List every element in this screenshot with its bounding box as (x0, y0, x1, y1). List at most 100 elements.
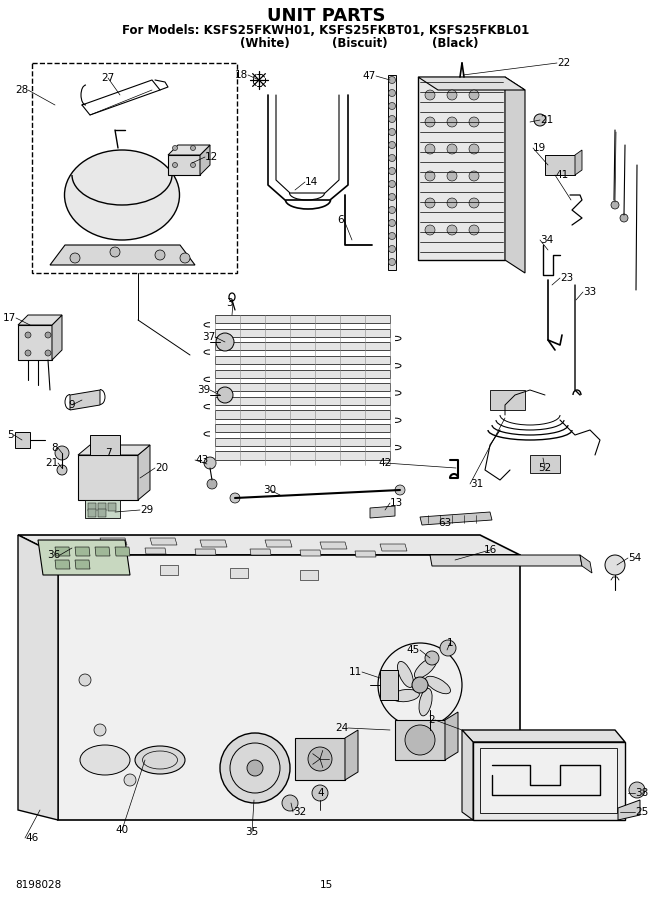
Polygon shape (215, 383, 390, 392)
Ellipse shape (65, 150, 179, 240)
Bar (108, 503, 116, 511)
Circle shape (389, 103, 396, 110)
Text: 35: 35 (245, 827, 259, 837)
Text: 1: 1 (447, 638, 453, 648)
Circle shape (534, 114, 546, 126)
Polygon shape (215, 356, 390, 364)
Circle shape (412, 677, 428, 693)
Polygon shape (18, 325, 52, 360)
Ellipse shape (135, 746, 185, 774)
Polygon shape (380, 544, 407, 551)
Circle shape (611, 201, 619, 209)
Circle shape (389, 167, 396, 175)
Text: 39: 39 (197, 385, 210, 395)
Polygon shape (575, 150, 582, 175)
Text: 46: 46 (25, 833, 38, 843)
Circle shape (155, 250, 165, 260)
Text: UNIT PARTS: UNIT PARTS (267, 7, 385, 25)
Polygon shape (95, 547, 110, 556)
Polygon shape (380, 670, 398, 700)
Polygon shape (18, 535, 58, 820)
Circle shape (389, 181, 396, 187)
Polygon shape (115, 547, 130, 556)
Polygon shape (215, 328, 390, 337)
Text: 25: 25 (635, 807, 648, 817)
Text: 22: 22 (557, 58, 570, 68)
Text: 3: 3 (226, 298, 233, 308)
Circle shape (180, 253, 190, 263)
Circle shape (447, 117, 457, 127)
Circle shape (425, 117, 435, 127)
Polygon shape (462, 730, 473, 820)
Polygon shape (473, 742, 625, 820)
Text: 17: 17 (3, 313, 16, 323)
Text: 47: 47 (363, 71, 376, 81)
Circle shape (389, 194, 396, 201)
Polygon shape (70, 390, 100, 410)
Polygon shape (195, 549, 216, 555)
Circle shape (110, 247, 120, 257)
Polygon shape (55, 547, 70, 556)
Polygon shape (85, 500, 120, 518)
Text: 40: 40 (115, 825, 128, 835)
Circle shape (447, 90, 457, 100)
Circle shape (425, 225, 435, 235)
Bar (32, 63, 237, 273)
Circle shape (620, 214, 628, 222)
Circle shape (425, 171, 435, 181)
Polygon shape (545, 155, 575, 175)
Text: 33: 33 (583, 287, 596, 297)
Polygon shape (215, 315, 390, 323)
Text: 63: 63 (438, 518, 452, 528)
Ellipse shape (398, 662, 413, 688)
Polygon shape (295, 738, 345, 780)
Text: 30: 30 (263, 485, 276, 495)
Polygon shape (90, 435, 120, 455)
Text: 18: 18 (235, 70, 248, 80)
Circle shape (57, 465, 67, 475)
Circle shape (124, 774, 136, 786)
Polygon shape (300, 570, 318, 580)
Circle shape (389, 89, 396, 96)
Polygon shape (78, 445, 150, 455)
Text: (White): (White) (240, 37, 290, 50)
Ellipse shape (391, 689, 419, 702)
Polygon shape (355, 551, 376, 557)
Text: 28: 28 (15, 85, 28, 95)
Bar (88, 509, 96, 517)
Polygon shape (320, 542, 347, 549)
Circle shape (282, 795, 298, 811)
Polygon shape (168, 155, 200, 175)
Circle shape (389, 206, 396, 213)
Circle shape (25, 332, 31, 338)
Polygon shape (388, 75, 396, 270)
Polygon shape (50, 245, 195, 265)
Text: 24: 24 (334, 723, 348, 733)
Text: 21: 21 (45, 458, 58, 468)
Polygon shape (445, 712, 458, 760)
Text: 32: 32 (293, 807, 306, 817)
Circle shape (204, 457, 216, 469)
Circle shape (425, 90, 435, 100)
Text: 54: 54 (628, 553, 642, 563)
Text: 38: 38 (635, 788, 648, 798)
Circle shape (447, 144, 457, 154)
Circle shape (447, 225, 457, 235)
Bar (88, 503, 96, 511)
Circle shape (94, 724, 106, 736)
Text: For Models: KSFS25FKWH01, KSFS25FKBT01, KSFS25FKBL01: For Models: KSFS25FKWH01, KSFS25FKBT01, … (123, 23, 529, 37)
Text: 13: 13 (390, 498, 403, 508)
Circle shape (469, 90, 479, 100)
Polygon shape (430, 555, 582, 566)
Circle shape (469, 225, 479, 235)
Text: 36: 36 (47, 550, 60, 560)
Circle shape (389, 76, 396, 84)
Polygon shape (345, 730, 358, 780)
Ellipse shape (426, 676, 451, 694)
Polygon shape (200, 540, 227, 547)
Polygon shape (418, 77, 505, 260)
Polygon shape (265, 540, 292, 547)
Circle shape (79, 674, 91, 686)
Circle shape (45, 332, 51, 338)
Text: 23: 23 (560, 273, 573, 283)
